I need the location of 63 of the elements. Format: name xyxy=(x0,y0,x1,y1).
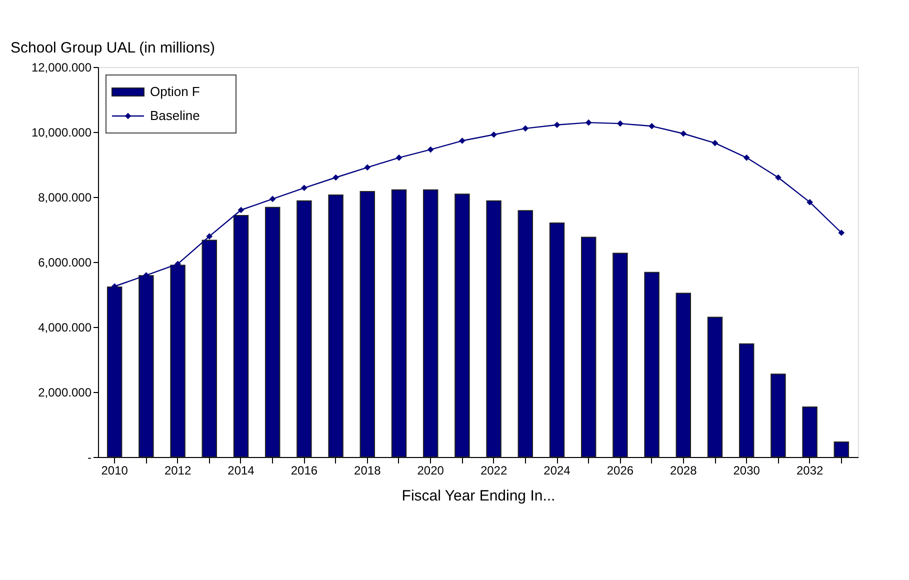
x-tick-label: 2012 xyxy=(164,464,192,478)
point xyxy=(490,131,497,138)
x-tick-label: 2020 xyxy=(417,464,444,478)
bar xyxy=(770,374,786,458)
bar xyxy=(549,222,565,458)
x-tick-label: 2022 xyxy=(480,464,508,478)
x-tick-label: 2024 xyxy=(544,464,571,478)
bar xyxy=(422,189,438,458)
y-tick-label: 2,000.000 xyxy=(38,386,92,400)
x-tick-label: 2010 xyxy=(101,464,128,478)
x-tick-label: 2018 xyxy=(354,464,382,478)
bar xyxy=(676,292,692,458)
point xyxy=(617,120,624,127)
bar xyxy=(296,200,312,458)
x-axis-title: Fiscal Year Ending In... xyxy=(402,488,556,504)
y-tick-label: 10,000.000 xyxy=(31,126,92,140)
bar xyxy=(391,189,407,458)
point xyxy=(806,199,813,206)
x-tick-label: 2016 xyxy=(290,464,318,478)
point xyxy=(301,184,308,192)
point xyxy=(396,154,402,161)
bar xyxy=(360,190,376,458)
point xyxy=(206,233,213,240)
point xyxy=(648,122,655,130)
x-tick-label: 2032 xyxy=(796,464,824,478)
point xyxy=(238,206,244,214)
bar xyxy=(518,210,534,458)
bar xyxy=(328,194,344,458)
bar xyxy=(802,406,818,458)
point xyxy=(838,230,845,236)
point xyxy=(585,119,592,126)
bar xyxy=(834,442,850,458)
bar xyxy=(612,252,628,458)
x-tick-label: 2014 xyxy=(228,464,255,478)
y-tick-label: 12,000.000 xyxy=(31,60,92,74)
legend-label: Baseline xyxy=(150,108,200,123)
point xyxy=(775,174,782,181)
point xyxy=(269,196,276,202)
bar xyxy=(580,236,596,458)
point xyxy=(364,164,371,171)
point xyxy=(712,140,718,146)
y-axis-title: School Group UAL (in millions) xyxy=(10,40,216,56)
point xyxy=(427,146,434,153)
y-tick-label: - xyxy=(88,450,92,464)
y-tick-label: 6,000.000 xyxy=(38,256,92,270)
bar xyxy=(738,343,754,458)
x-tick-label: 2030 xyxy=(733,464,760,478)
point xyxy=(522,125,529,132)
bar xyxy=(486,200,502,458)
bar xyxy=(264,206,280,458)
point xyxy=(680,130,687,137)
bar xyxy=(454,194,470,458)
y-tick-label: 4,000.000 xyxy=(38,320,92,334)
point xyxy=(743,154,750,161)
legend-label: Option F xyxy=(150,84,200,99)
point xyxy=(459,138,466,144)
x-tick-label: 2026 xyxy=(606,464,634,478)
x-tick-label: 2028 xyxy=(670,464,698,478)
point xyxy=(332,174,339,181)
bar xyxy=(644,272,660,458)
point xyxy=(554,122,560,128)
bar xyxy=(707,316,723,458)
y-tick-label: 8,000.000 xyxy=(38,190,92,204)
